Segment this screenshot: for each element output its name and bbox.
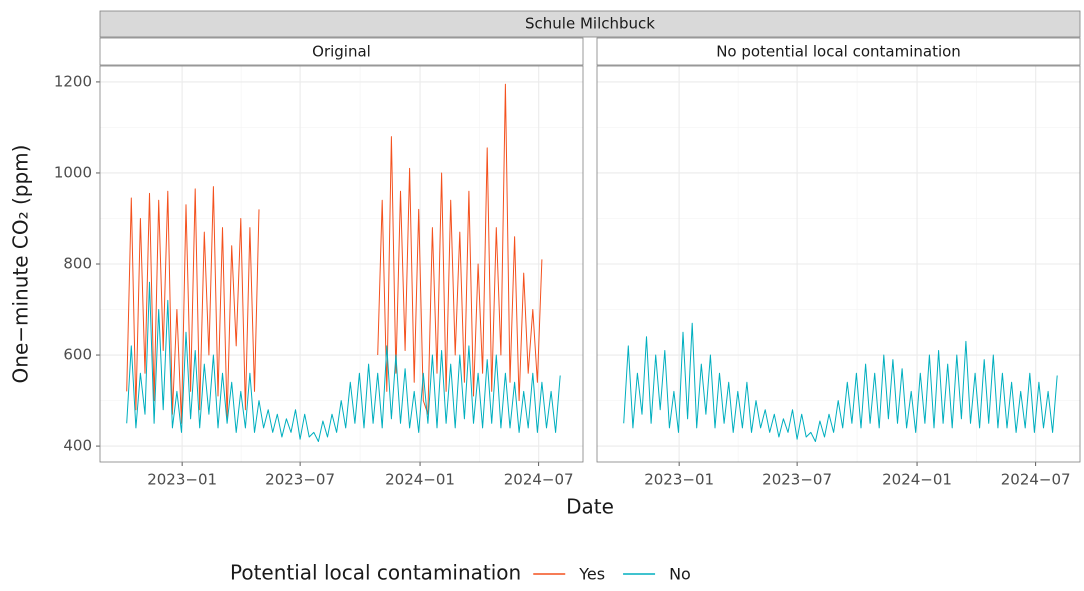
x-tick-label: 2024−07 [1001, 471, 1071, 489]
x-tick-label: 2024−01 [882, 471, 952, 489]
x-tick-label: 2023−07 [762, 471, 832, 489]
x-axis-label: Date [566, 495, 614, 519]
x-tick-label: 2024−07 [504, 471, 574, 489]
x-tick-label: 2023−01 [644, 471, 714, 489]
y-axis-label: One−minute CO₂ (ppm) [9, 145, 33, 384]
legend-title: Potential local contamination [230, 561, 521, 585]
legend-label: Yes [578, 565, 605, 584]
panel-strip [99, 37, 584, 66]
y-tick-label: 600 [63, 346, 92, 364]
panel-border [596, 65, 1081, 463]
panel-title: No potential local contamination [716, 43, 961, 61]
y-tick-label: 1000 [54, 163, 92, 181]
title-strip [99, 10, 1081, 38]
data-line [126, 281, 561, 442]
y-tick-label: 1200 [54, 72, 92, 90]
panel-title: Original [312, 43, 371, 61]
chart-title: Schule Milchbuck [525, 15, 655, 33]
data-line [126, 83, 543, 424]
x-tick-label: 2023−07 [265, 471, 335, 489]
x-tick-label: 2024−01 [385, 471, 455, 489]
x-tick-label: 2023−01 [147, 471, 217, 489]
y-tick-label: 400 [63, 437, 92, 455]
data-line [623, 322, 1058, 442]
panel-border [99, 65, 584, 463]
legend-label: No [669, 565, 691, 584]
y-tick-label: 800 [63, 255, 92, 273]
panel-strip [596, 37, 1081, 66]
